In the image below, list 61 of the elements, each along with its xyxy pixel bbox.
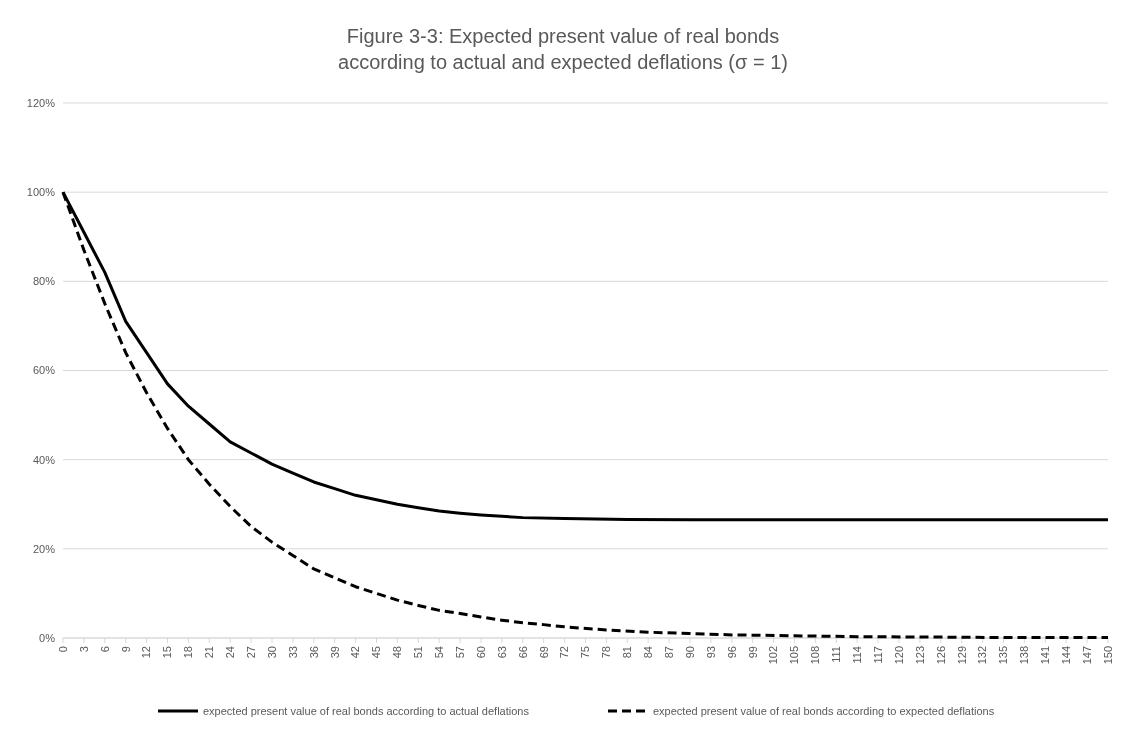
y-tick-label: 60% — [32, 364, 56, 377]
x-tick-label: 57 — [453, 646, 466, 659]
x-tick-label: 9 — [119, 646, 132, 653]
x-tick-label: 30 — [265, 646, 278, 659]
y-tick-label: 120% — [26, 96, 56, 109]
x-tick-label: 12 — [140, 646, 153, 659]
x-tick-label: 78 — [600, 646, 613, 659]
x-tick-label: 141 — [1039, 646, 1052, 665]
y-tick-label: 100% — [26, 186, 56, 199]
x-tick-label: 150 — [1101, 646, 1114, 665]
x-tick-label: 36 — [307, 646, 320, 659]
x-tick-label: 75 — [579, 646, 592, 659]
x-tick-label: 18 — [182, 646, 195, 659]
y-tick-label: 0% — [39, 631, 56, 644]
x-tick-label: 3 — [77, 646, 90, 653]
x-tick-label: 66 — [516, 646, 529, 659]
x-tick-label: 117 — [871, 646, 884, 664]
x-tick-label: 120 — [892, 646, 905, 665]
x-tick-label: 132 — [976, 646, 989, 665]
x-tick-label: 93 — [704, 646, 717, 659]
x-tick-label: 105 — [788, 646, 801, 665]
x-tick-label: 39 — [328, 646, 341, 659]
x-tick-label: 81 — [621, 646, 634, 659]
x-tick-label: 6 — [98, 646, 111, 653]
x-tick-label: 144 — [1060, 646, 1073, 665]
x-tick-label: 15 — [161, 646, 174, 659]
x-tick-label: 0 — [56, 646, 69, 653]
x-tick-label: 63 — [495, 646, 508, 659]
x-tick-label: 45 — [370, 646, 383, 659]
x-tick-label: 99 — [746, 646, 759, 659]
x-tick-label: 54 — [433, 646, 446, 659]
x-tick-label: 138 — [1018, 646, 1031, 665]
x-tick-label: 42 — [349, 646, 362, 659]
x-tick-label: 135 — [997, 646, 1010, 665]
legend-label: expected present value of real bonds according to expected deflations — [653, 704, 995, 717]
x-tick-label: 108 — [809, 646, 822, 665]
y-tick-label: 80% — [32, 275, 56, 288]
x-tick-label: 51 — [412, 646, 425, 659]
y-tick-label: 20% — [32, 542, 56, 555]
x-tick-label: 60 — [474, 646, 487, 659]
x-tick-label: 147 — [1080, 646, 1093, 665]
x-tick-label: 129 — [955, 646, 968, 665]
x-tick-label: 72 — [558, 646, 571, 659]
x-tick-label: 24 — [224, 646, 237, 659]
x-tick-label: 27 — [244, 646, 257, 659]
x-tick-label: 48 — [391, 646, 404, 659]
x-tick-label: 111 — [830, 646, 843, 663]
x-tick-label: 33 — [286, 646, 299, 659]
x-tick-label: 21 — [203, 646, 216, 659]
x-tick-label: 123 — [913, 646, 926, 665]
x-tick-label: 126 — [934, 646, 947, 665]
x-tick-label: 114 — [851, 646, 864, 664]
x-tick-label: 87 — [662, 646, 675, 659]
chart-title: Figure 3-3: Expected present value of real bonds according to actual and expected deflations (σ = 1) — [338, 25, 788, 73]
x-tick-label: 69 — [537, 646, 550, 659]
x-tick-label: 96 — [725, 646, 738, 659]
x-tick-label: 84 — [642, 646, 655, 659]
x-tick-label: 90 — [683, 646, 696, 659]
y-tick-label: 40% — [32, 453, 56, 466]
legend-label: expected present value of real bonds according to actual deflations — [203, 704, 530, 717]
x-tick-label: 102 — [767, 646, 780, 665]
